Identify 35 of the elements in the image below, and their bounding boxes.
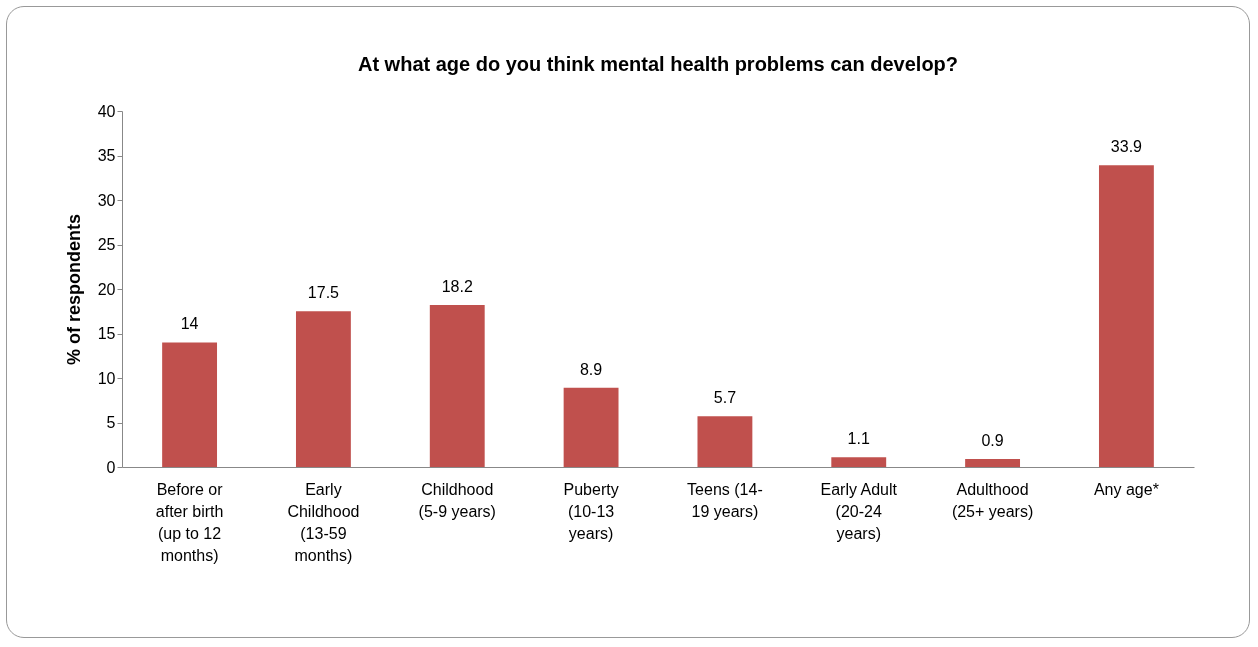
bar	[429, 305, 485, 467]
x-tick-label: Early Childhood (13-59 months)	[287, 480, 360, 564]
data-label: 17.5	[307, 284, 340, 302]
y-tick-label: 30	[97, 191, 116, 209]
bar	[831, 457, 887, 467]
x-tick-label: Before or after birth (up to 12 months)	[155, 480, 224, 564]
data-label: 33.9	[1110, 138, 1143, 156]
x-tick-label: Puberty (10-13 years)	[563, 480, 619, 542]
data-label: 0.9	[981, 431, 1004, 449]
x-tick-label: Childhood (5-9 years)	[418, 480, 496, 520]
y-tick-label: 5	[106, 414, 116, 431]
y-tick-label: 35	[97, 147, 116, 164]
y-tick-label: 40	[97, 102, 116, 120]
y-tick-label: 0	[106, 458, 116, 476]
data-label: 1.1	[847, 430, 870, 448]
data-label: 18.2	[441, 278, 473, 296]
data-label: 14	[180, 315, 199, 333]
x-tick-label: Adulthood (25+ years)	[951, 480, 1034, 520]
y-tick-label: 10	[97, 369, 116, 387]
x-tick-label: Early Adult (20-24 years)	[820, 480, 898, 542]
y-tick-label: 15	[97, 325, 116, 342]
bar	[697, 416, 753, 467]
y-tick-label: 25	[97, 236, 116, 253]
y-axis-title: % of respondents	[63, 213, 84, 366]
data-label: 8.9	[579, 360, 603, 378]
y-tick-label: 20	[97, 280, 116, 298]
x-tick-label: Teens (14-19 years)	[687, 480, 763, 520]
bar	[965, 458, 1021, 467]
bar	[563, 387, 619, 467]
chart-title: At what age do you think mental health problems can develop?	[357, 53, 959, 75]
bar	[162, 342, 218, 467]
bar	[295, 311, 351, 467]
bar	[1098, 165, 1154, 467]
x-tick-label: Any age*	[1093, 480, 1159, 498]
data-label: 5.7	[713, 389, 737, 407]
